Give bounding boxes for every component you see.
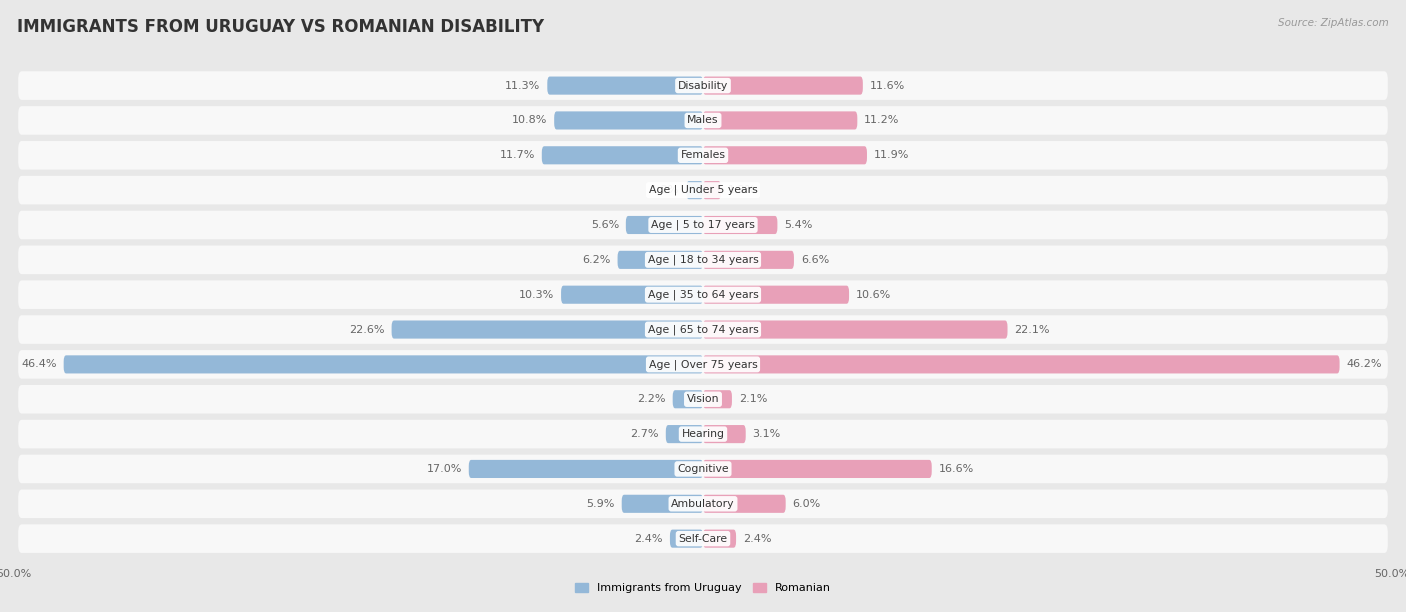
Text: Age | 18 to 34 years: Age | 18 to 34 years — [648, 255, 758, 265]
Text: 46.2%: 46.2% — [1347, 359, 1382, 370]
FancyBboxPatch shape — [626, 216, 703, 234]
Text: 6.0%: 6.0% — [793, 499, 821, 509]
Text: Source: ZipAtlas.com: Source: ZipAtlas.com — [1278, 18, 1389, 28]
FancyBboxPatch shape — [18, 385, 1388, 414]
Text: Disability: Disability — [678, 81, 728, 91]
Text: 10.3%: 10.3% — [519, 289, 554, 300]
Text: 11.6%: 11.6% — [870, 81, 905, 91]
Text: 5.4%: 5.4% — [785, 220, 813, 230]
Text: 5.6%: 5.6% — [591, 220, 619, 230]
Text: 11.2%: 11.2% — [865, 116, 900, 125]
FancyBboxPatch shape — [18, 490, 1388, 518]
FancyBboxPatch shape — [703, 286, 849, 304]
Text: 11.9%: 11.9% — [875, 151, 910, 160]
FancyBboxPatch shape — [703, 460, 932, 478]
Text: 5.9%: 5.9% — [586, 499, 614, 509]
Text: 1.3%: 1.3% — [728, 185, 756, 195]
Text: 10.6%: 10.6% — [856, 289, 891, 300]
Text: Age | Under 5 years: Age | Under 5 years — [648, 185, 758, 195]
Text: Self-Care: Self-Care — [679, 534, 727, 543]
FancyBboxPatch shape — [703, 146, 868, 165]
FancyBboxPatch shape — [554, 111, 703, 130]
FancyBboxPatch shape — [686, 181, 703, 199]
FancyBboxPatch shape — [18, 315, 1388, 344]
FancyBboxPatch shape — [703, 425, 745, 443]
FancyBboxPatch shape — [703, 390, 733, 408]
Text: 2.2%: 2.2% — [637, 394, 666, 405]
FancyBboxPatch shape — [18, 524, 1388, 553]
FancyBboxPatch shape — [18, 350, 1388, 379]
Text: 2.7%: 2.7% — [630, 429, 659, 439]
Text: IMMIGRANTS FROM URUGUAY VS ROMANIAN DISABILITY: IMMIGRANTS FROM URUGUAY VS ROMANIAN DISA… — [17, 18, 544, 36]
FancyBboxPatch shape — [18, 72, 1388, 100]
FancyBboxPatch shape — [703, 356, 1340, 373]
FancyBboxPatch shape — [18, 211, 1388, 239]
FancyBboxPatch shape — [18, 106, 1388, 135]
Text: 16.6%: 16.6% — [939, 464, 974, 474]
Text: Females: Females — [681, 151, 725, 160]
FancyBboxPatch shape — [18, 280, 1388, 309]
Text: Age | 35 to 64 years: Age | 35 to 64 years — [648, 289, 758, 300]
Text: 2.4%: 2.4% — [742, 534, 772, 543]
FancyBboxPatch shape — [703, 181, 721, 199]
Legend: Immigrants from Uruguay, Romanian: Immigrants from Uruguay, Romanian — [571, 578, 835, 598]
Text: Ambulatory: Ambulatory — [671, 499, 735, 509]
Text: Cognitive: Cognitive — [678, 464, 728, 474]
FancyBboxPatch shape — [703, 321, 1008, 338]
FancyBboxPatch shape — [703, 494, 786, 513]
Text: 6.2%: 6.2% — [582, 255, 610, 265]
FancyBboxPatch shape — [703, 216, 778, 234]
Text: Age | 65 to 74 years: Age | 65 to 74 years — [648, 324, 758, 335]
FancyBboxPatch shape — [18, 245, 1388, 274]
FancyBboxPatch shape — [669, 529, 703, 548]
Text: 2.1%: 2.1% — [738, 394, 768, 405]
FancyBboxPatch shape — [541, 146, 703, 165]
Text: 11.3%: 11.3% — [505, 81, 540, 91]
FancyBboxPatch shape — [547, 76, 703, 95]
FancyBboxPatch shape — [18, 176, 1388, 204]
Text: 17.0%: 17.0% — [426, 464, 461, 474]
Text: 1.2%: 1.2% — [651, 185, 679, 195]
Text: 22.1%: 22.1% — [1014, 324, 1050, 335]
Text: 6.6%: 6.6% — [801, 255, 830, 265]
FancyBboxPatch shape — [617, 251, 703, 269]
Text: Age | 5 to 17 years: Age | 5 to 17 years — [651, 220, 755, 230]
Text: Hearing: Hearing — [682, 429, 724, 439]
Text: 46.4%: 46.4% — [21, 359, 56, 370]
FancyBboxPatch shape — [672, 390, 703, 408]
Text: Males: Males — [688, 116, 718, 125]
Text: 3.1%: 3.1% — [752, 429, 780, 439]
FancyBboxPatch shape — [703, 251, 794, 269]
Text: Vision: Vision — [686, 394, 720, 405]
FancyBboxPatch shape — [703, 111, 858, 130]
FancyBboxPatch shape — [703, 529, 737, 548]
FancyBboxPatch shape — [392, 321, 703, 338]
FancyBboxPatch shape — [468, 460, 703, 478]
FancyBboxPatch shape — [561, 286, 703, 304]
Text: 2.4%: 2.4% — [634, 534, 664, 543]
FancyBboxPatch shape — [18, 141, 1388, 170]
Text: Age | Over 75 years: Age | Over 75 years — [648, 359, 758, 370]
Text: 10.8%: 10.8% — [512, 116, 547, 125]
FancyBboxPatch shape — [666, 425, 703, 443]
Text: 11.7%: 11.7% — [499, 151, 534, 160]
FancyBboxPatch shape — [621, 494, 703, 513]
Text: 22.6%: 22.6% — [349, 324, 385, 335]
FancyBboxPatch shape — [18, 455, 1388, 483]
FancyBboxPatch shape — [63, 356, 703, 373]
FancyBboxPatch shape — [703, 76, 863, 95]
FancyBboxPatch shape — [18, 420, 1388, 449]
